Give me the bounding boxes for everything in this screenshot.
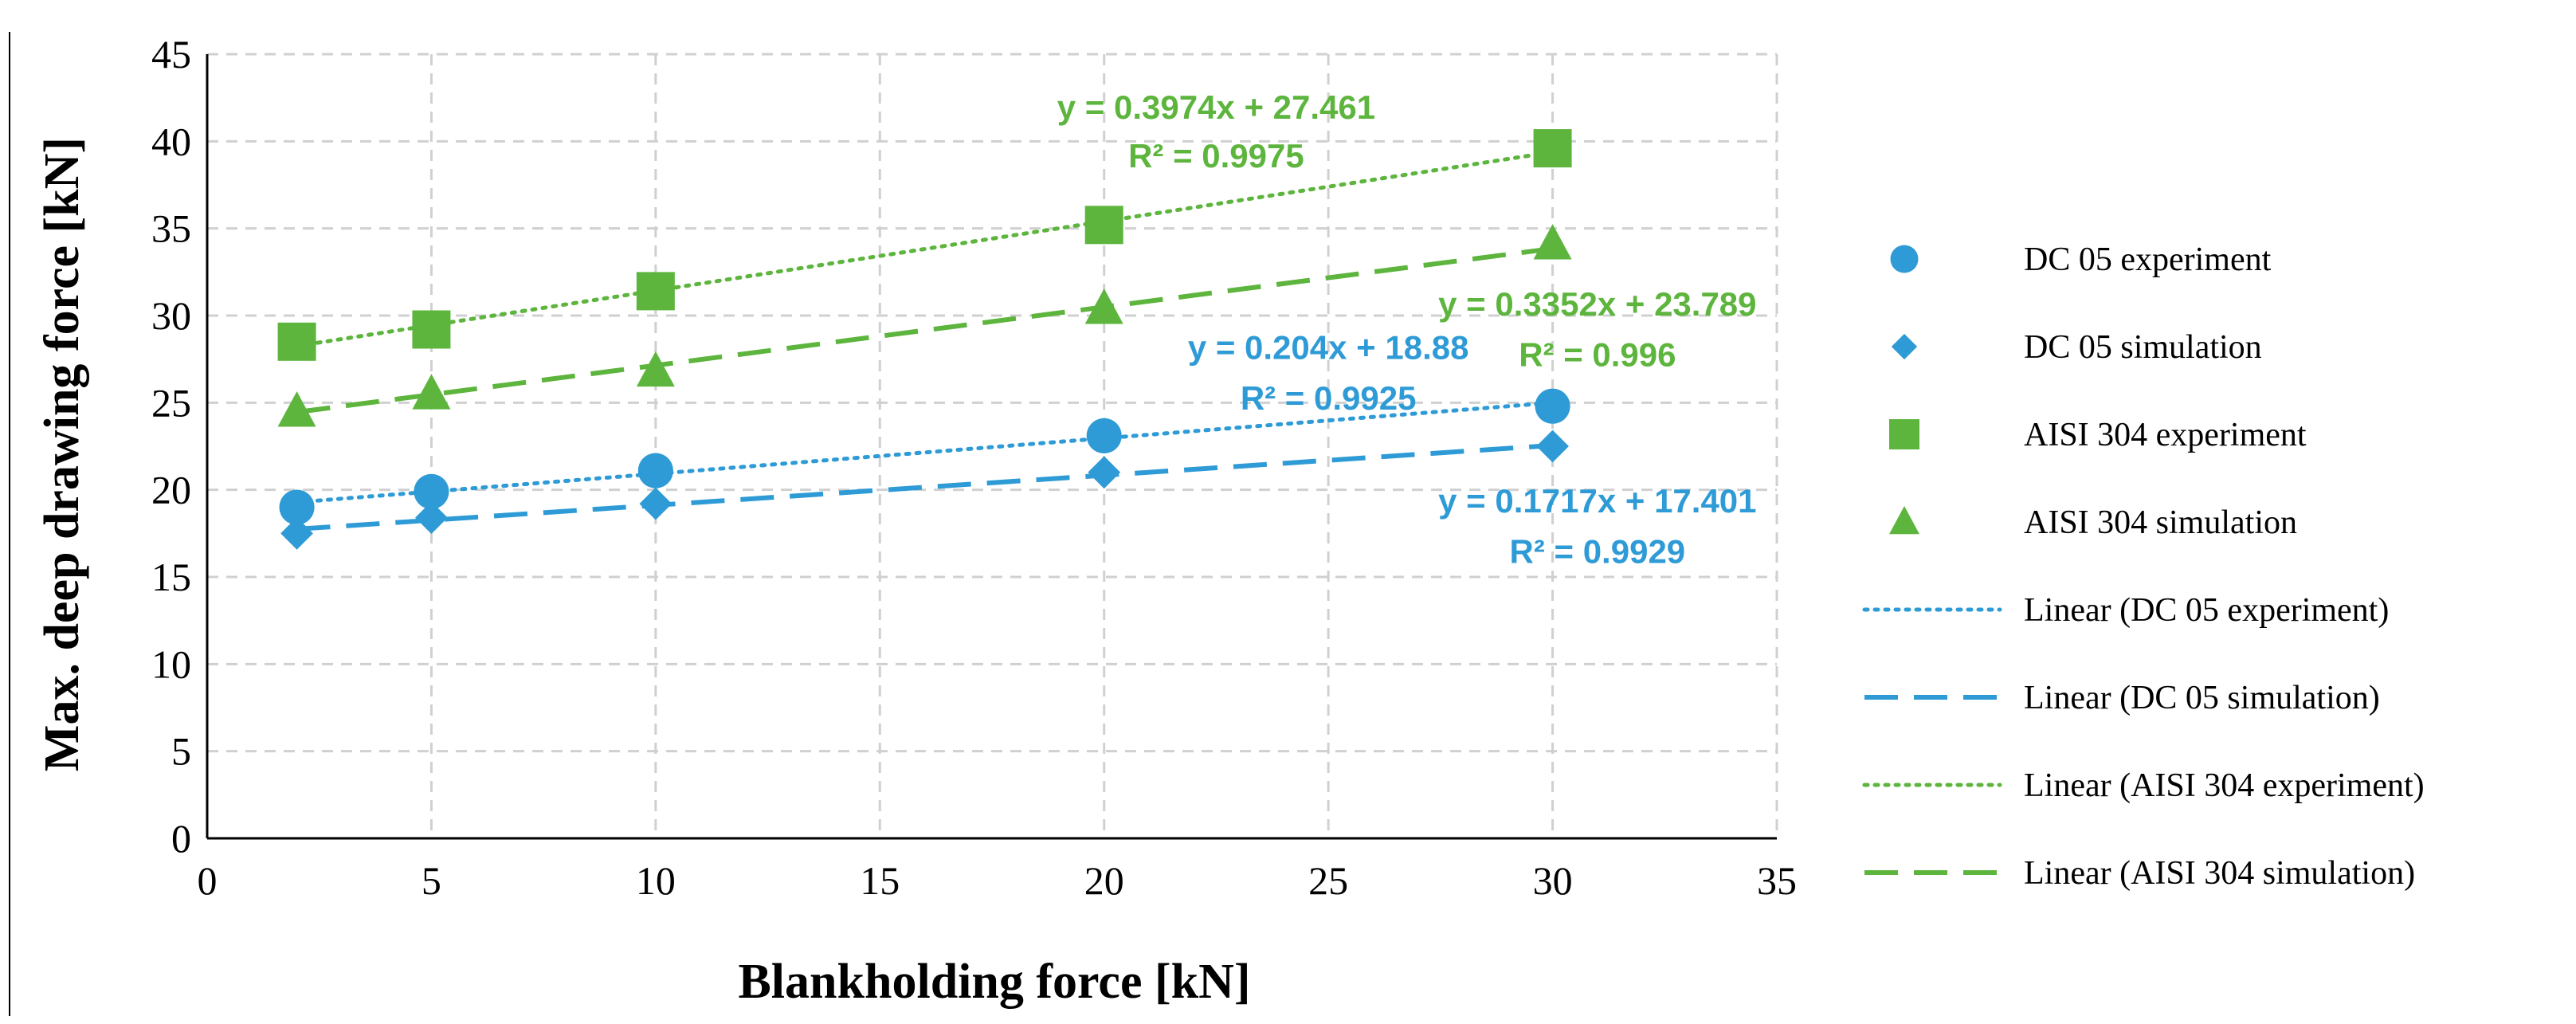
legend-label: DC 05 experiment xyxy=(2024,241,2272,278)
legend-label: AISI 304 simulation xyxy=(2024,504,2297,541)
marker-square-point xyxy=(1533,129,1572,168)
y-tick-label: 40 xyxy=(151,119,191,163)
legend-marker-circle xyxy=(1890,245,1919,273)
marker-circle-point xyxy=(1086,418,1122,453)
trendline-3 xyxy=(295,150,1555,348)
x-tick-label: 20 xyxy=(1084,858,1124,903)
y-tick-label: 25 xyxy=(151,380,191,425)
trendline-4 xyxy=(296,245,1553,415)
legend-marker-triangle xyxy=(1889,506,1919,535)
trendline-r2-1: R² = 0.9925 xyxy=(1241,379,1417,417)
trendline-equation-2: y = 0.1717x + 17.401 xyxy=(1438,482,1756,520)
trendline-equation-1: y = 0.204x + 18.88 xyxy=(1188,329,1469,367)
trendline-r2-3: R² = 0.9975 xyxy=(1128,137,1304,175)
tick-labels: 0 5 10 15 20 25 30 35 0 5 10 15 20 25 30 35 40 45 xyxy=(151,32,1797,903)
marker-diamond-point xyxy=(1088,456,1121,489)
trendline-equation-4: y = 0.3352x + 23.789 xyxy=(1438,285,1756,323)
legend: DC 05 experiment DC 05 simulation AISI 304… xyxy=(1862,241,2425,892)
marker-square-point xyxy=(1084,206,1123,245)
legend-label: Linear (AISI 304 simulation) xyxy=(2024,855,2415,892)
y-tick-label: 5 xyxy=(171,729,191,774)
trendline-equations: y = 0.204x + 18.88 R² = 0.9925 y = 0.1717x… xyxy=(1057,88,1757,571)
marker-diamond-point xyxy=(1536,430,1569,463)
marker-circle-point xyxy=(1535,388,1570,424)
marker-square-point xyxy=(412,310,451,349)
x-tick-label: 5 xyxy=(421,858,441,903)
legend-label: Linear (AISI 304 experiment) xyxy=(2024,767,2425,804)
marker-triangle-point xyxy=(277,391,316,427)
y-tick-label: 45 xyxy=(151,32,191,77)
marker-triangle-point xyxy=(412,374,451,410)
x-tick-label: 15 xyxy=(860,858,900,903)
legend-label: Linear (DC 05 simulation) xyxy=(2024,680,2380,716)
x-tick-label: 10 xyxy=(636,858,676,903)
y-tick-label: 15 xyxy=(151,555,191,599)
trendline-r2-4: R² = 0.996 xyxy=(1519,335,1676,373)
x-tick-label: 0 xyxy=(198,858,218,903)
y-tick-label: 35 xyxy=(151,206,191,251)
data-markers xyxy=(277,129,1572,550)
marker-square-point xyxy=(277,322,316,361)
y-tick-label: 20 xyxy=(151,468,191,512)
legend-label: Linear (DC 05 experiment) xyxy=(2024,592,2389,629)
y-axis-title: Max. deep drawing force [kN] xyxy=(35,137,89,771)
marker-circle-point xyxy=(414,473,449,509)
legend-label: DC 05 simulation xyxy=(2024,329,2262,366)
marker-triangle-point xyxy=(1533,224,1572,260)
axes xyxy=(206,54,1777,840)
trendline-r2-2: R² = 0.9929 xyxy=(1510,533,1686,571)
y-tick-label: 0 xyxy=(171,816,191,861)
marker-circle-point xyxy=(279,489,315,525)
trendlines xyxy=(295,150,1555,532)
trendline-equation-3: y = 0.3974x + 27.461 xyxy=(1057,88,1375,126)
x-tick-label: 35 xyxy=(1757,858,1797,903)
x-tick-label: 25 xyxy=(1308,858,1348,903)
trendline-2 xyxy=(296,442,1553,532)
legend-marker-square xyxy=(1889,419,1919,449)
marker-diamond-point xyxy=(639,487,672,520)
x-tick-label: 30 xyxy=(1533,858,1573,903)
y-tick-label: 30 xyxy=(151,293,191,338)
marker-circle-point xyxy=(637,453,673,488)
legend-label: AISI 304 experiment xyxy=(2024,417,2307,453)
trendline-1 xyxy=(295,400,1555,504)
marker-square-point xyxy=(636,272,675,311)
marker-triangle-point xyxy=(636,351,675,387)
marker-diamond-point xyxy=(415,501,448,535)
x-axis-title: Blankholding force [kN] xyxy=(738,955,1250,1009)
legend-marker-diamond xyxy=(1891,333,1918,360)
y-tick-label: 10 xyxy=(151,641,191,686)
marker-triangle-point xyxy=(1084,288,1123,324)
marker-diamond-point xyxy=(280,516,313,550)
